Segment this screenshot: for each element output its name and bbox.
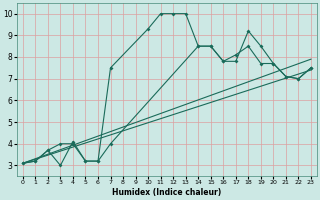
X-axis label: Humidex (Indice chaleur): Humidex (Indice chaleur) [112, 188, 221, 197]
